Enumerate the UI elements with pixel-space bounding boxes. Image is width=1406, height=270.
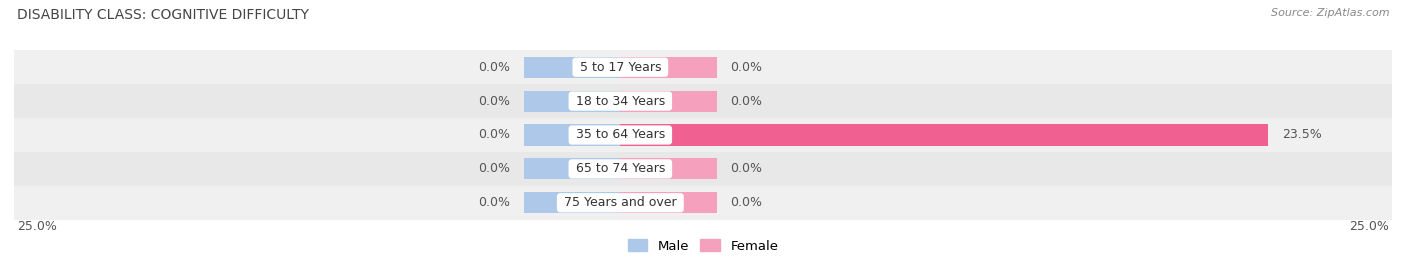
Text: 0.0%: 0.0% [731, 196, 762, 209]
Text: 25.0%: 25.0% [17, 220, 56, 233]
Text: 0.0%: 0.0% [478, 162, 510, 176]
Text: 75 Years and over: 75 Years and over [560, 196, 681, 209]
Bar [14, 84, 1392, 118]
Text: DISABILITY CLASS: COGNITIVE DIFFICULTY: DISABILITY CLASS: COGNITIVE DIFFICULTY [17, 8, 309, 22]
Text: 0.0%: 0.0% [731, 94, 762, 108]
Bar [620, 124, 1268, 146]
Bar [14, 118, 1392, 152]
Text: 25.0%: 25.0% [1350, 220, 1389, 233]
Bar [524, 57, 620, 78]
Bar [14, 186, 1392, 220]
Bar [524, 158, 620, 179]
Bar [14, 50, 1392, 84]
Text: 0.0%: 0.0% [731, 61, 762, 74]
Text: 5 to 17 Years: 5 to 17 Years [575, 61, 665, 74]
Text: 0.0%: 0.0% [478, 61, 510, 74]
Bar [524, 192, 620, 213]
Bar [620, 192, 717, 213]
Bar [620, 158, 717, 179]
Bar [524, 91, 620, 112]
Text: 0.0%: 0.0% [731, 162, 762, 176]
Text: 0.0%: 0.0% [478, 196, 510, 209]
Bar [524, 124, 620, 146]
Bar [14, 152, 1392, 186]
Text: 65 to 74 Years: 65 to 74 Years [572, 162, 669, 176]
Legend: Male, Female: Male, Female [623, 234, 783, 258]
Text: 0.0%: 0.0% [478, 129, 510, 141]
Bar [620, 91, 717, 112]
Text: 35 to 64 Years: 35 to 64 Years [572, 129, 669, 141]
Text: 18 to 34 Years: 18 to 34 Years [572, 94, 669, 108]
Bar [620, 57, 717, 78]
Text: 0.0%: 0.0% [478, 94, 510, 108]
Text: Source: ZipAtlas.com: Source: ZipAtlas.com [1271, 8, 1389, 18]
Text: 23.5%: 23.5% [1282, 129, 1322, 141]
